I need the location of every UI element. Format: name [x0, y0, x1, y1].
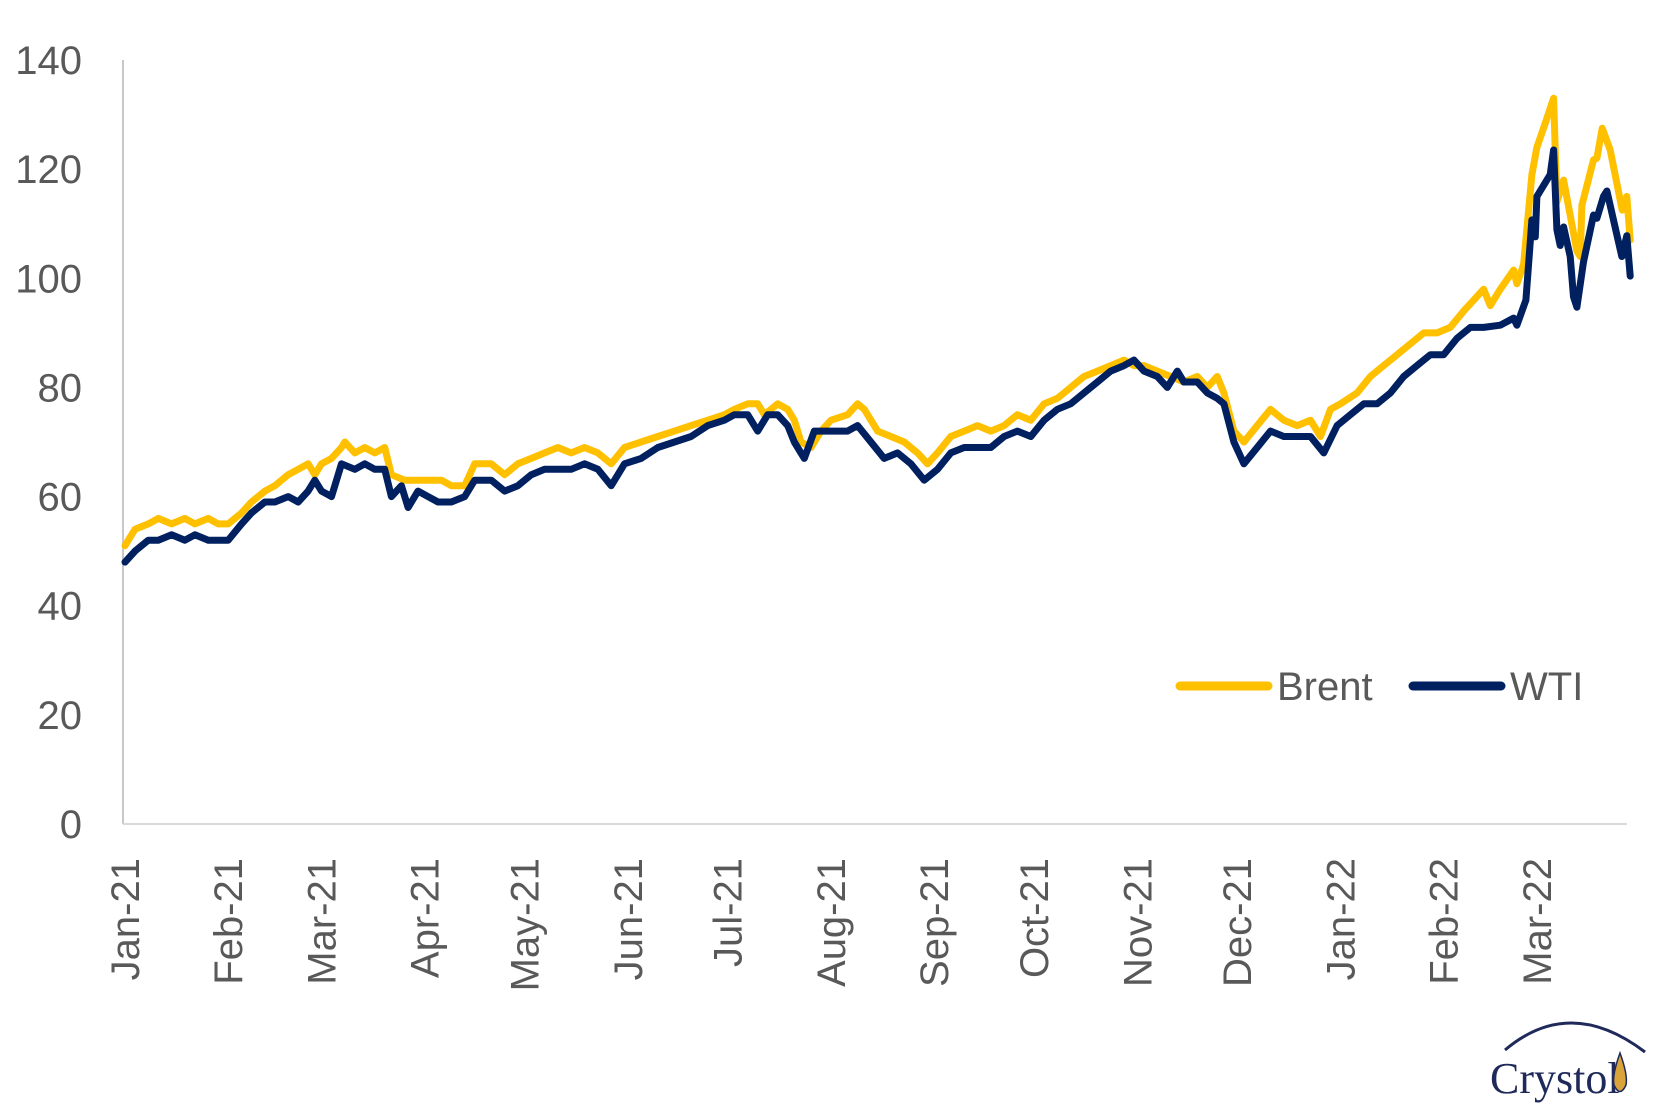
x-tick-label: Feb-21 [207, 858, 251, 985]
y-tick-labels: 0 20 40 60 80 100 120 140 [15, 39, 82, 847]
x-tick-label: Aug-21 [810, 858, 854, 987]
x-tick-label: Apr-21 [404, 858, 448, 978]
x-tick-label: Dec-21 [1216, 858, 1260, 987]
y-tick-label: 60 [38, 476, 83, 520]
y-tick-label: 100 [15, 257, 82, 301]
x-tick-label: May-21 [504, 858, 548, 991]
y-tick-label: 40 [38, 585, 83, 629]
y-tick-label: 20 [38, 694, 83, 738]
oil-drop-icon [1612, 1050, 1628, 1093]
x-tick-label: Jan-22 [1319, 858, 1363, 980]
x-tick-label: Oct-21 [1013, 858, 1057, 978]
x-tick-label: Mar-21 [300, 858, 344, 985]
legend: Brent WTI [1175, 665, 1583, 709]
logo-arc [1504, 1021, 1646, 1054]
y-tick-label: 120 [15, 148, 82, 192]
x-tick-label: Sep-21 [913, 858, 957, 987]
x-tick-label: Feb-22 [1423, 858, 1467, 985]
series-lines [121, 94, 1634, 566]
series-line-brent [121, 94, 1634, 550]
y-tick-label: 140 [15, 39, 82, 83]
y-tick-label: 0 [60, 803, 82, 847]
logo-text: Crystol [1490, 1054, 1620, 1103]
x-tick-label: Jan-21 [104, 858, 148, 980]
legend-brent-label: Brent [1277, 665, 1373, 709]
x-tick-label: Nov-21 [1116, 858, 1160, 987]
series-line-wti [121, 146, 1634, 566]
x-tick-label: Jun-21 [607, 858, 651, 980]
y-tick-label: 80 [38, 366, 83, 410]
legend-wti-label: WTI [1510, 665, 1583, 709]
crystol-logo: Crystol [1490, 1021, 1646, 1103]
x-tick-label: Jul-21 [707, 858, 751, 967]
x-tick-label: Mar-22 [1516, 858, 1560, 985]
x-tick-labels: Jan-21 Feb-21 Mar-21 Apr-21 May-21 Jun-21 Jul-… [104, 858, 1560, 991]
